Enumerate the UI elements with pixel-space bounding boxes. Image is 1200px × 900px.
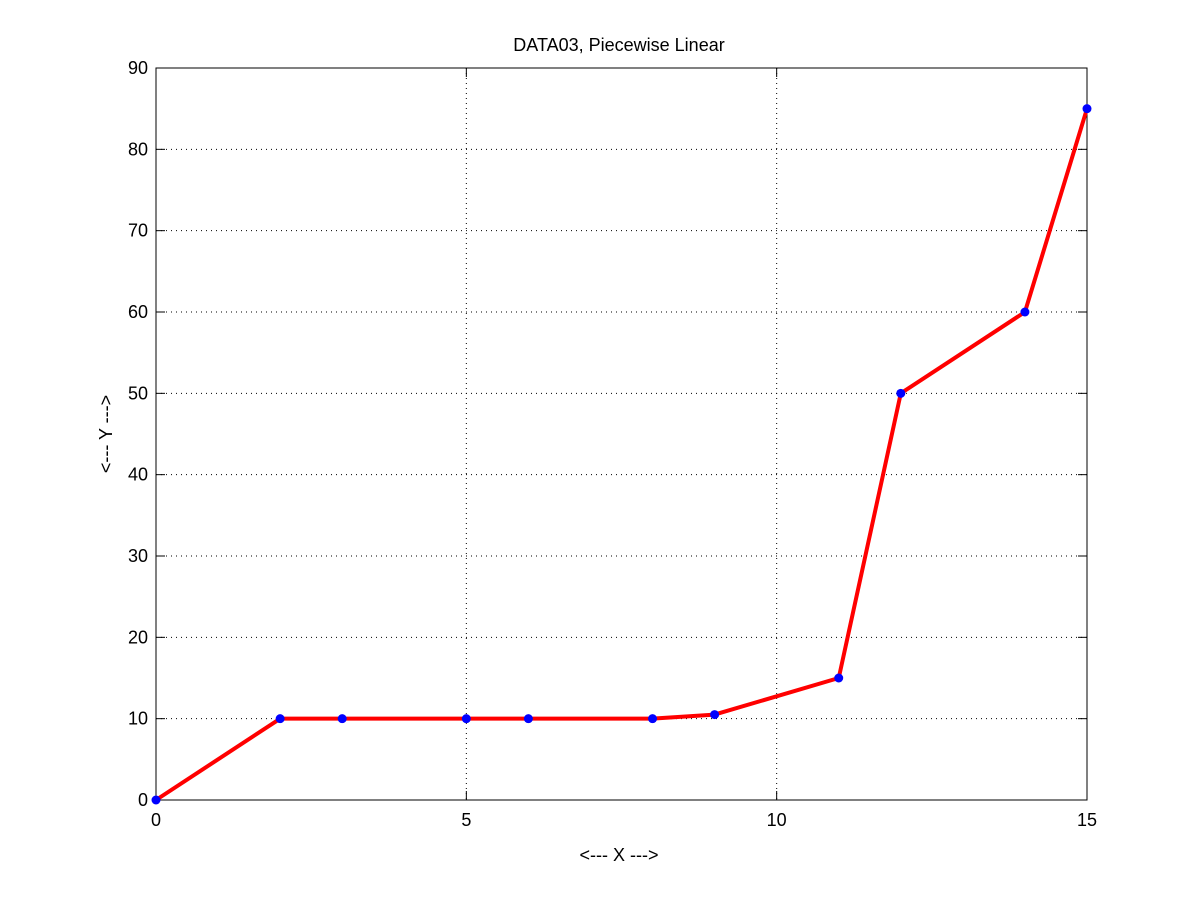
y-tick-label: 10	[128, 709, 148, 729]
data-point	[275, 714, 285, 724]
plot-frame	[155, 67, 1088, 801]
data-point	[151, 795, 161, 805]
y-axis-title: <--- Y --->	[96, 395, 116, 473]
y-tick-label: 40	[128, 465, 148, 485]
y-tick-label: 50	[128, 383, 148, 403]
data-point	[896, 388, 906, 398]
series-line	[154, 106, 1089, 802]
data-series	[151, 104, 1092, 805]
data-point	[834, 673, 844, 683]
data-point	[337, 714, 347, 724]
data-point	[461, 714, 471, 724]
data-point	[648, 714, 658, 724]
y-tick-label: 90	[128, 58, 148, 78]
y-tick-label: 60	[128, 302, 148, 322]
axis-ticks: 0 5 10 15 0 10 20 30 40 50 60 70 80 90	[128, 58, 1097, 830]
y-tick-label: 80	[128, 139, 148, 159]
data-point	[1020, 307, 1030, 317]
x-tick-label: 5	[461, 810, 471, 830]
y-tick-label: 20	[128, 627, 148, 647]
data-point	[710, 710, 720, 720]
data-point	[1082, 104, 1092, 114]
y-tick-label: 0	[138, 790, 148, 810]
grid-lines	[156, 68, 1087, 800]
x-axis-title: <--- X --->	[580, 845, 659, 865]
chart-title: DATA03, Piecewise Linear	[513, 35, 724, 55]
data-point	[523, 714, 533, 724]
x-tick-label: 10	[767, 810, 787, 830]
x-tick-label: 0	[151, 810, 161, 830]
y-tick-label: 70	[128, 221, 148, 241]
x-tick-label: 15	[1077, 810, 1097, 830]
y-tick-label: 30	[128, 546, 148, 566]
